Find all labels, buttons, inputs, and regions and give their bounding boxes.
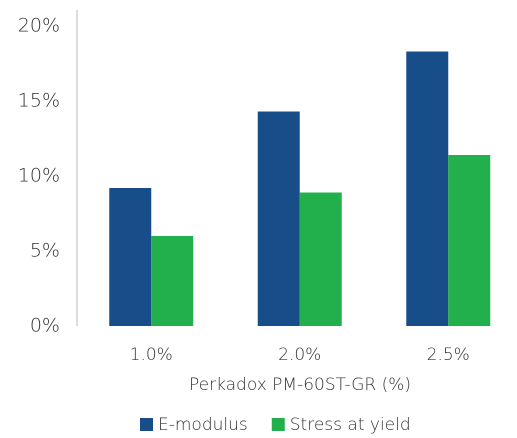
legend-label: E-modulus <box>158 415 248 435</box>
x-axis-label: Perkadox PM-60ST-GR (%) <box>189 375 411 395</box>
y-tick-label: 10% <box>18 165 60 187</box>
y-tick-label: 20% <box>18 15 60 37</box>
bar <box>257 111 300 326</box>
x-tick-label: 1.0% <box>130 345 173 365</box>
y-tick-label: 0% <box>30 315 60 337</box>
y-tick-label: 15% <box>18 90 60 112</box>
bar <box>151 236 194 326</box>
bar <box>299 192 342 326</box>
legend-label: Stress at yield <box>290 415 411 435</box>
bar <box>448 155 491 326</box>
legend-swatch <box>140 418 153 431</box>
x-tick-label: 2.0% <box>278 345 321 365</box>
y-tick-label: 5% <box>30 240 60 262</box>
bar <box>406 51 449 326</box>
x-tick-label: 2.5% <box>427 345 470 365</box>
legend-swatch <box>271 418 285 431</box>
bar <box>109 188 152 326</box>
